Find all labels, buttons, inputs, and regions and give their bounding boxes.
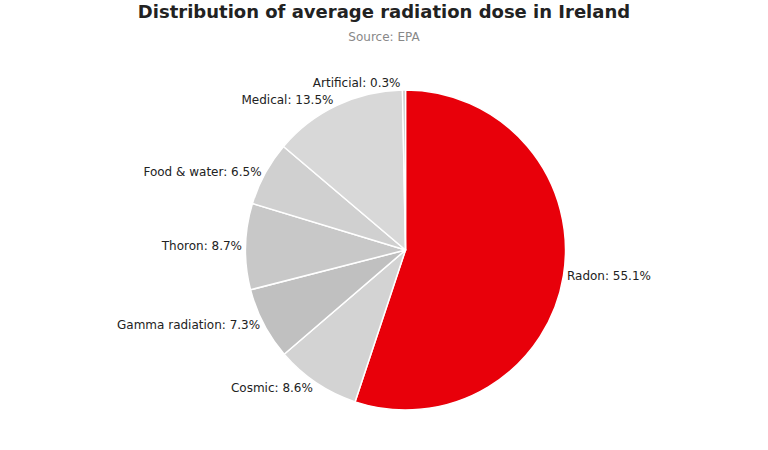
svg-text:Distribution of average radiat: Distribution of average radiation dose i… <box>138 1 630 44</box>
svg-text:Artificial: 0.3%: Artificial: 0.3% <box>313 76 401 90</box>
svg-text:Food & water: 6.5%: Food & water: 6.5% <box>143 165 261 179</box>
svg-text:Radon: 55.1%: Radon: 55.1% <box>567 269 651 283</box>
svg-text:Medical: 13.5%: Medical: 13.5% <box>241 93 333 107</box>
svg-text:Gamma radiation: 7.3%: Gamma radiation: 7.3% <box>117 318 260 332</box>
svg-text:Thoron: 8.7%: Thoron: 8.7% <box>161 239 242 253</box>
svg-text:Cosmic: 8.6%: Cosmic: 8.6% <box>231 381 313 395</box>
